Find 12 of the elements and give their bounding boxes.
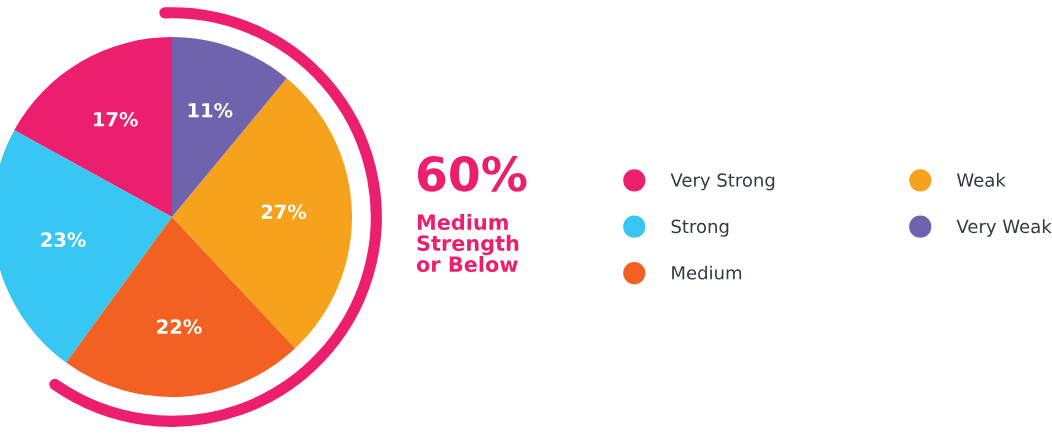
data-label: 22% — [157, 319, 202, 335]
legend-label: Very Strong — [670, 173, 775, 191]
data-label: 17% — [94, 111, 138, 127]
legend-label: Weak — [956, 172, 1006, 187]
data-label: 23% — [41, 232, 86, 247]
legend-label: Strong — [671, 219, 729, 237]
text: Medium Strength or Below — [416, 213, 519, 273]
data-label: 27% — [261, 204, 307, 220]
text: 60% — [417, 155, 527, 192]
legend-label: Very Weak — [956, 219, 1052, 237]
data-label: 11% — [188, 102, 233, 118]
legend-label: Medium — [672, 265, 742, 280]
